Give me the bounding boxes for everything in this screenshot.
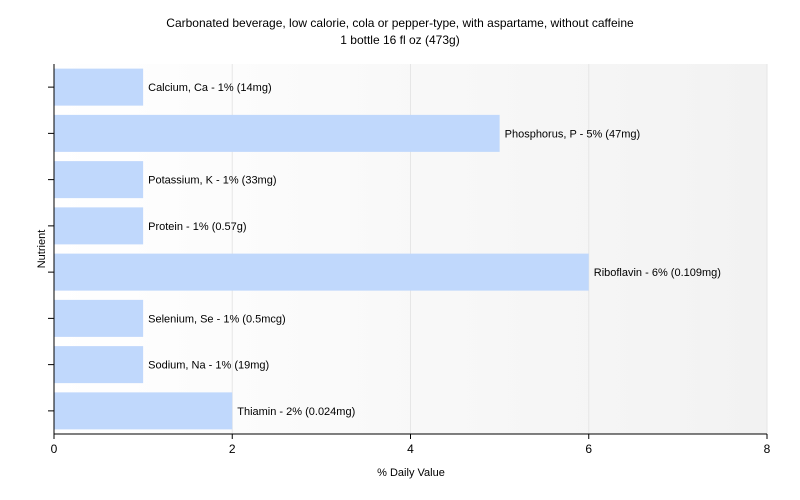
x-tick-label: 6 (585, 442, 592, 456)
bar-data-label: Sodium, Na - 1% (19mg) (148, 360, 269, 372)
bar (54, 346, 144, 384)
x-tick-label: 8 (764, 442, 771, 456)
x-tick-label: 2 (229, 442, 236, 456)
bar-data-label: Protein - 1% (0.57g) (148, 221, 246, 233)
bar-data-label: Riboflavin - 6% (0.109mg) (594, 267, 721, 279)
chart-title: Carbonated beverage, low calorie, cola o… (166, 16, 634, 30)
bar-data-label: Potassium, K - 1% (33mg) (148, 175, 276, 187)
bar (54, 392, 233, 430)
bars (54, 68, 589, 430)
bar-data-label: Selenium, Se - 1% (0.5mcg) (148, 313, 286, 325)
bar (54, 114, 500, 152)
data-labels: Calcium, Ca - 1% (14mg) Phosphorus, P - 5… (148, 82, 721, 418)
bar (54, 161, 144, 199)
bar-data-label: Phosphorus, P - 5% (47mg) (505, 128, 641, 140)
y-ticks (48, 86, 54, 412)
y-axis-label: Nutrient (36, 230, 48, 269)
bar (54, 68, 144, 106)
bar-data-label: Calcium, Ca - 1% (14mg) (148, 82, 271, 94)
bar (54, 253, 589, 291)
x-tick-label: 4 (407, 442, 414, 456)
bar-data-label: Thiamin - 2% (0.024mg) (237, 406, 355, 418)
x-tick-label: 0 (51, 442, 58, 456)
chart-subtitle: 1 bottle 16 fl oz (473g) (340, 33, 459, 47)
bar (54, 299, 144, 337)
bar (54, 207, 144, 245)
x-ticks: 0 2 4 6 8 (51, 434, 771, 456)
x-axis-label: % Daily Value (377, 467, 445, 479)
